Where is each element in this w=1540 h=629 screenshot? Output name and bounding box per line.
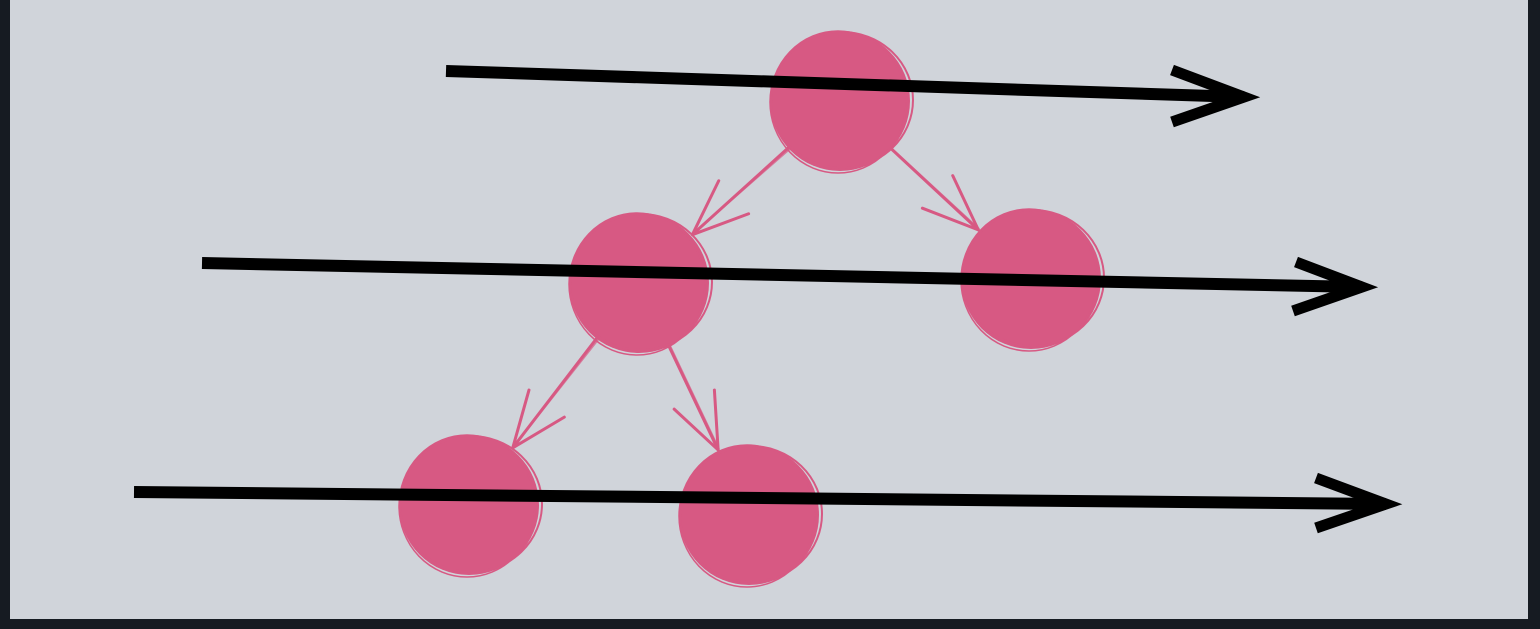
tree-node-left [568, 212, 713, 356]
tree-node-left-left [398, 434, 543, 578]
level-traversal-arrows [133, 64, 1403, 534]
level-2-arrow [133, 472, 1403, 534]
level-1-arrow [201, 256, 1379, 317]
tree-edges [511, 145, 980, 452]
tree-node-left-right [678, 444, 823, 588]
edge-left-to-left-right [666, 342, 720, 452]
level-0-arrow [445, 64, 1261, 128]
tree-node-root [769, 30, 914, 174]
edge-root-to-right [888, 145, 980, 232]
